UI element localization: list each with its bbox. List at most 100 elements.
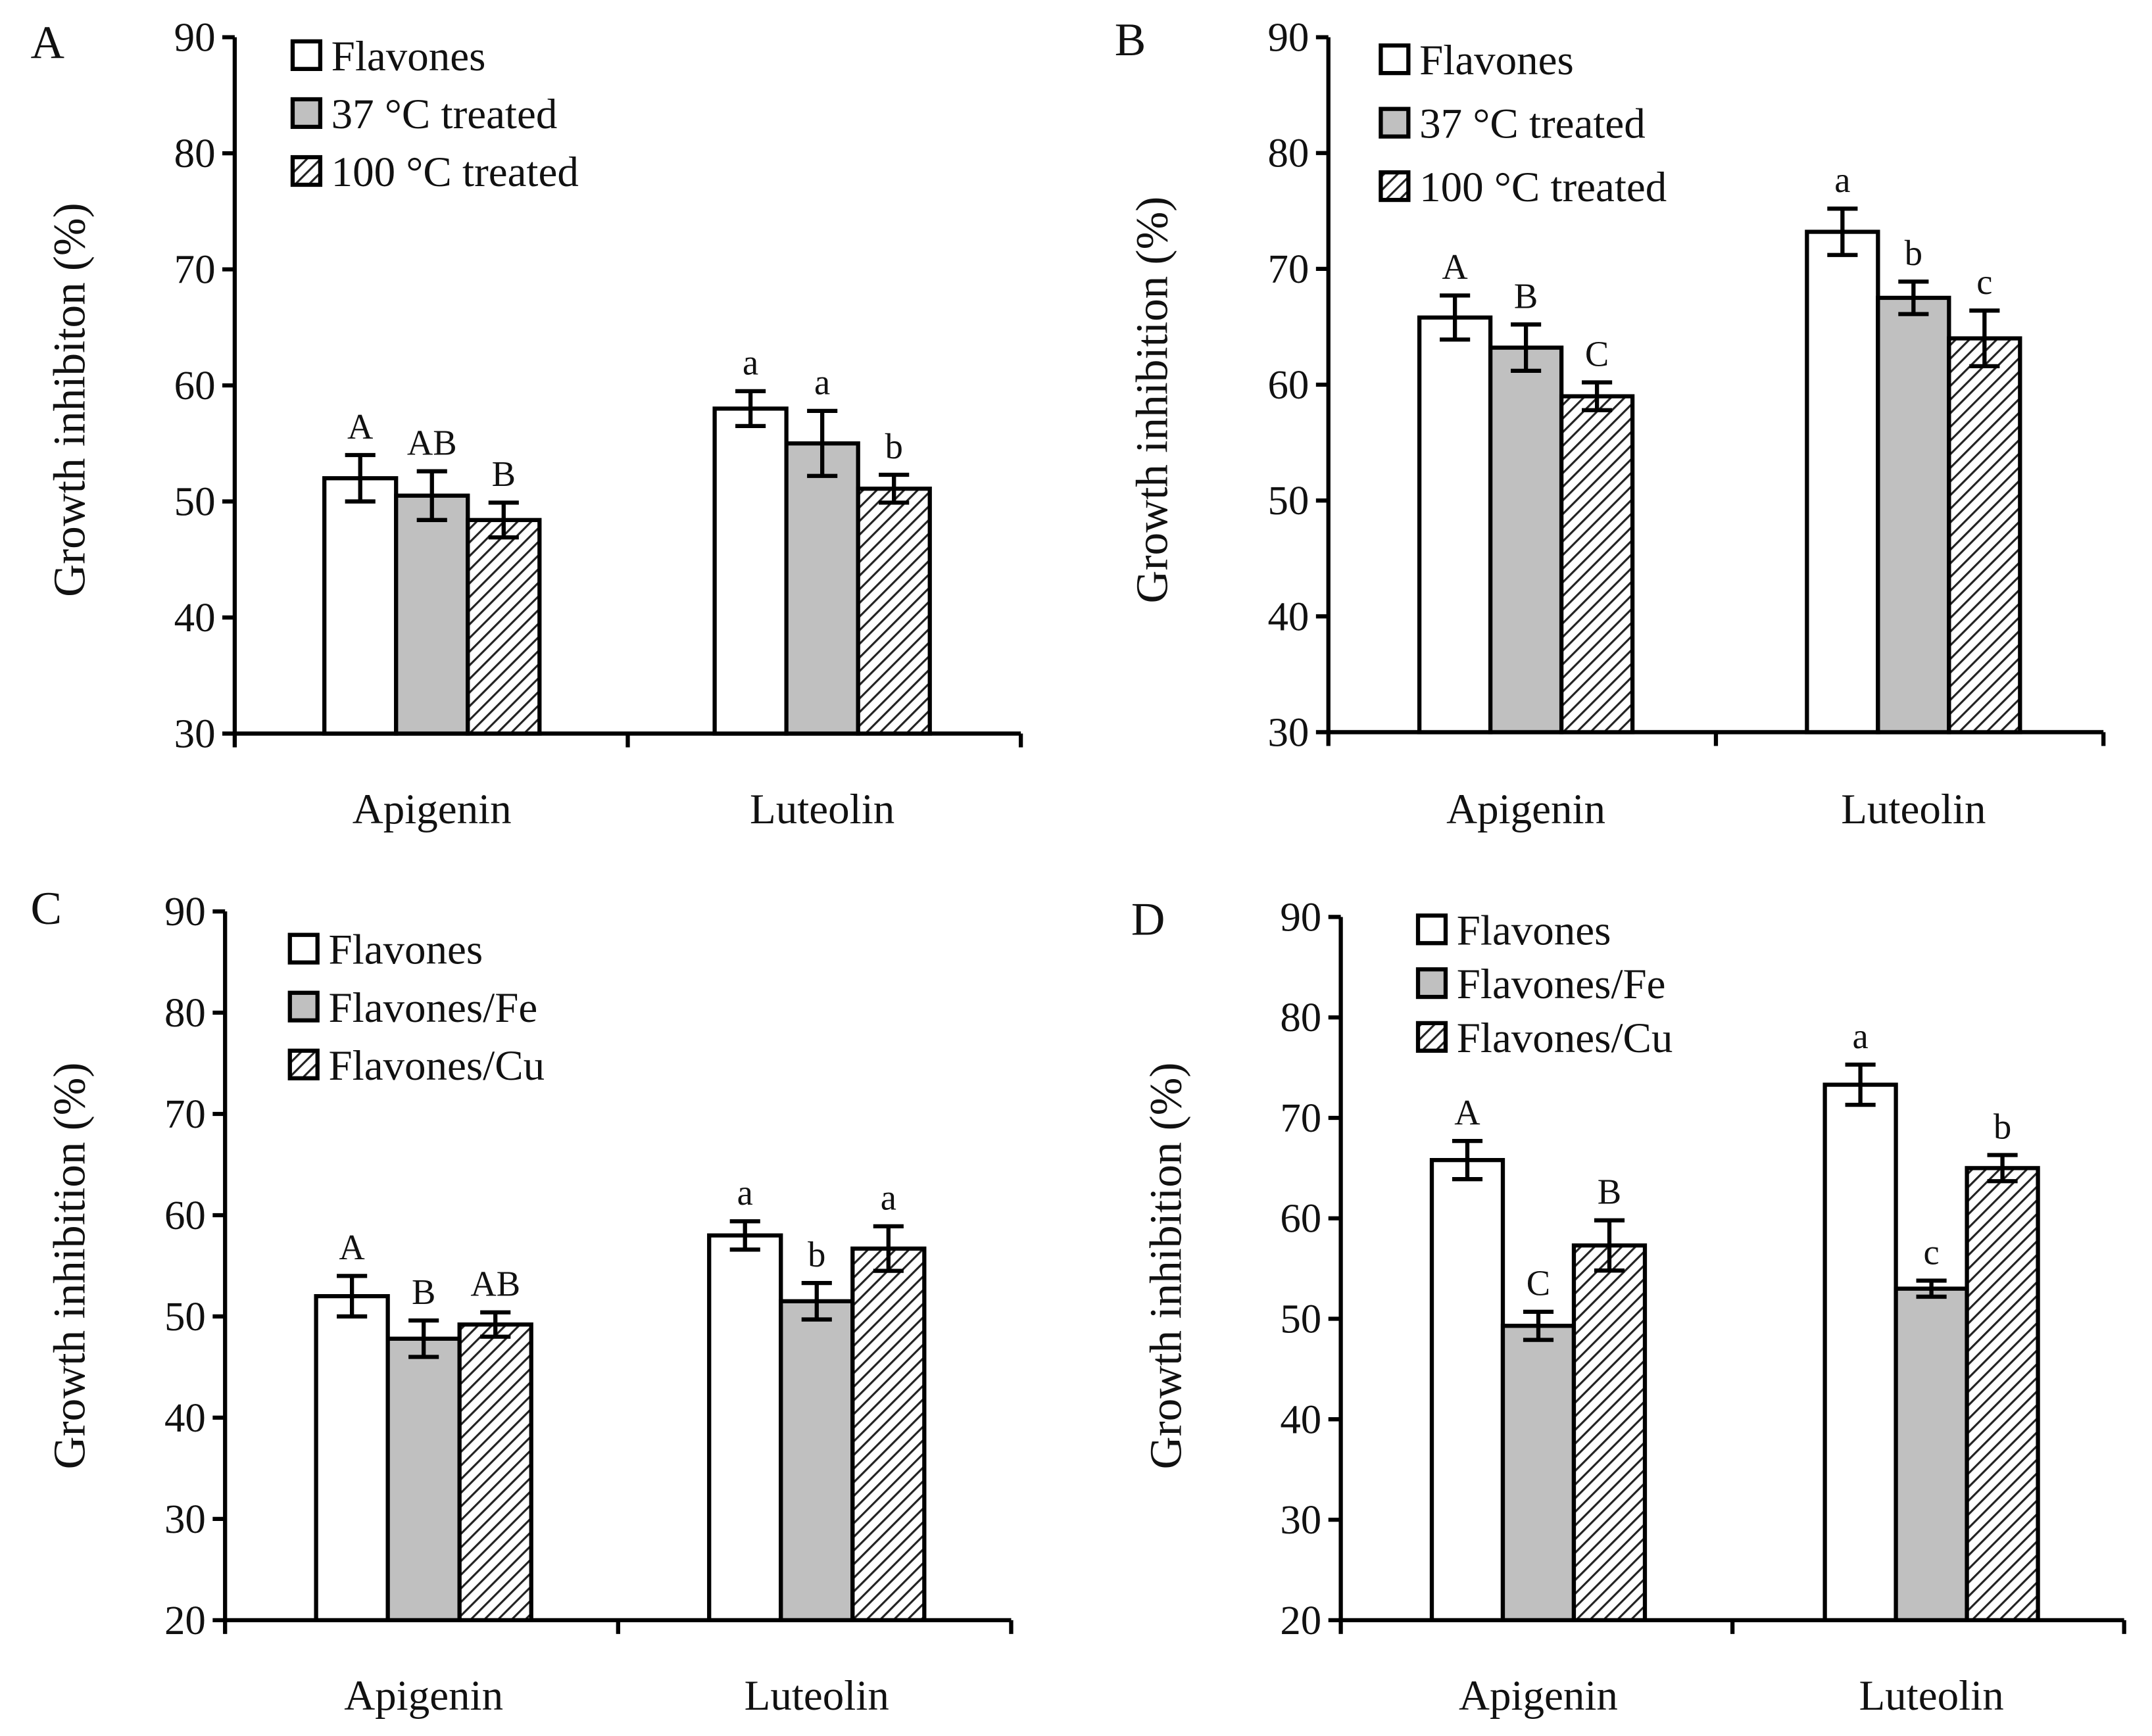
legend-label: Flavones/Fe [328,984,537,1032]
significance-letter: B [412,1272,435,1312]
legend-swatch [1415,913,1448,946]
legend-label: Flavones [1419,37,1574,84]
significance-letter: b [808,1234,825,1274]
significance-letter: b [1993,1106,2011,1146]
significance-letter: a [1853,1016,1869,1056]
y-tick-label: 20 [164,1597,206,1643]
significance-letter: a [814,362,830,402]
legend-label: Flavones [328,927,483,974]
bar-luteolin-0 [707,1233,783,1623]
y-tick-label: 50 [174,479,216,525]
bar-luteolin-0 [1805,229,1880,735]
bar-apigenin-0 [1429,1158,1505,1623]
y-tick-label: 60 [164,1192,206,1238]
y-tick-label: 80 [164,990,206,1036]
significance-letter: b [1905,233,1922,273]
y-tick-label: 60 [1267,362,1309,408]
y-tick-label: 90 [164,888,206,934]
y-tick-label: 50 [164,1293,206,1339]
significance-letter: c [1976,262,1992,302]
bar-apigenin-2 [466,518,542,736]
chart-panel-b: B Growth inhibition (%) 30 40 50 60 70 80 90 Apig… [1115,14,2106,833]
x-tick-label: Luteolin [1841,786,1986,833]
significance-letter: C [1527,1263,1550,1303]
bar-luteolin-2 [856,487,932,736]
y-tick-label: 70 [174,247,216,293]
x-tick-label: Luteolin [750,786,894,833]
x-tick-label: Luteolin [1859,1672,2003,1720]
bar-luteolin-1 [779,1299,855,1623]
significance-letter: a [737,1172,753,1213]
legend-swatch [287,932,320,965]
bar-apigenin-0 [1417,315,1493,735]
legend-swatch [1415,967,1448,1000]
significance-letter: a [1834,160,1850,200]
legend-swatch [290,97,323,130]
y-tick-label: 30 [1280,1497,1321,1543]
y-tick-label: 40 [1280,1396,1321,1442]
y-tick-label: 70 [164,1091,206,1137]
significance-letter: B [492,454,516,494]
significance-letter: a [881,1178,896,1218]
bar-apigenin-2 [457,1322,533,1623]
legend-swatch [287,1048,320,1080]
significance-letter: a [743,343,758,383]
significance-letter: A [339,1227,364,1267]
x-tick-label: Apigenin [1446,786,1605,833]
bar-apigenin-1 [394,493,470,736]
y-tick-label: 40 [1267,593,1309,639]
significance-letter: c [1924,1232,1940,1272]
chart-panel-a: A Growth inhibiton (%) 30 40 50 60 70 80 90 Apige… [31,14,1023,833]
panel-label: A [31,16,64,68]
y-axis-label: Growth inhibiton (%) [43,203,94,597]
y-tick-label: 90 [1267,14,1309,60]
bar-luteolin-1 [1876,295,1951,735]
significance-letter: B [1598,1172,1621,1212]
significance-letter: B [1514,276,1538,316]
y-tick-label: 50 [1280,1296,1321,1342]
chart-panel-c: C Growth inhibition (%) 20 30 40 50 60 70 80 90 Ap… [31,882,1014,1720]
bar-luteolin-2 [1965,1166,2040,1623]
bar-apigenin-0 [322,476,399,736]
y-tick-label: 60 [1280,1195,1321,1242]
legend-swatch [1379,107,1411,139]
significance-letter: b [885,426,903,466]
bar-apigenin-2 [1559,394,1635,735]
y-tick-label: 70 [1267,246,1309,292]
y-axis-label: Growth inhibition (%) [43,1063,94,1470]
legend-label: Flavones/Fe [1457,961,1666,1008]
bar-luteolin-2 [1947,336,2022,735]
legend-label: 100 °C treated [1419,164,1667,211]
x-tick-label: Apigenin [353,786,512,833]
legend-swatch [1379,43,1411,76]
panel-label: C [31,882,62,934]
bar-luteolin-0 [712,406,789,736]
significance-letter: A [1442,247,1467,287]
y-tick-label: 20 [1280,1597,1321,1643]
y-tick-label: 90 [1280,894,1321,940]
y-tick-label: 30 [174,711,216,757]
significance-letter: C [1585,333,1609,374]
bar-apigenin-1 [1488,345,1564,735]
bar-luteolin-0 [1822,1082,1898,1623]
legend-label: Flavones [1457,907,1611,954]
bar-luteolin-1 [784,441,860,736]
y-tick-label: 90 [174,14,216,60]
x-tick-label: Apigenin [1459,1672,1618,1720]
y-tick-label: 70 [1280,1095,1321,1141]
x-tick-label: Luteolin [745,1672,889,1720]
legend-swatch [290,155,323,187]
y-tick-label: 60 [174,362,216,408]
legend-swatch [290,39,323,71]
y-tick-label: 40 [164,1395,206,1441]
bar-luteolin-2 [850,1246,927,1623]
significance-letter: A [347,406,373,446]
y-tick-label: 30 [1267,709,1309,755]
legend-swatch [1379,170,1411,203]
y-tick-label: 40 [174,594,216,640]
y-tick-label: 50 [1267,477,1309,523]
legend-label: Flavones/Cu [1457,1015,1673,1062]
y-tick-label: 80 [1280,994,1321,1040]
legend-label: 37 °C treated [331,91,558,138]
